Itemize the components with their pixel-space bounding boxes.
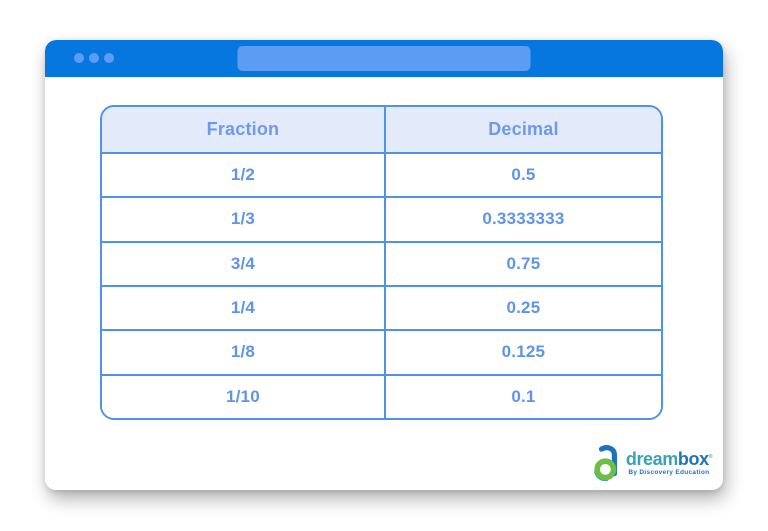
table-row: 1/10 0.1 — [102, 373, 661, 418]
decimal-cell: 0.3333333 — [383, 196, 661, 243]
column-header-fraction: Fraction — [102, 107, 386, 154]
fraction-cell: 1/4 — [102, 284, 386, 332]
dreambox-tagline: By Discovery Education — [628, 468, 710, 476]
fraction-cell: 1/8 — [102, 329, 386, 376]
table-row: 3/4 0.75 — [102, 240, 661, 287]
fraction-decimal-table: Fraction Decimal 1/2 0.5 1/3 0.3333333 — [100, 105, 663, 420]
window-content: Fraction Decimal 1/2 0.5 1/3 0.3333333 — [45, 77, 723, 490]
decimal-cell: 0.1 — [383, 373, 661, 418]
dreambox-logo-text: dreambox® By Discovery Education — [625, 448, 713, 476]
decimal-cell: 0.25 — [383, 284, 661, 332]
window-control-dot[interactable] — [89, 53, 99, 63]
wordmark-box: box — [677, 448, 709, 469]
browser-window: Fraction Decimal 1/2 0.5 1/3 0.3333333 — [45, 40, 723, 490]
table-row: 1/8 0.125 — [102, 329, 661, 376]
decimal-cell: 0.125 — [383, 329, 661, 376]
column-header-decimal: Decimal — [383, 107, 661, 154]
dreambox-d-icon — [594, 445, 617, 481]
wordmark-dream: dream — [625, 448, 678, 469]
fraction-cell: 3/4 — [102, 240, 386, 287]
window-controls — [74, 53, 114, 63]
table-row: 1/2 0.5 — [102, 151, 661, 199]
fraction-cell: 1/3 — [102, 196, 386, 243]
address-bar[interactable] — [237, 46, 531, 71]
trademark-symbol: ® — [708, 453, 713, 460]
table-row: 1/3 0.3333333 — [102, 196, 661, 243]
window-titlebar — [45, 40, 723, 77]
fraction-cell: 1/10 — [102, 373, 386, 418]
table-row: 1/4 0.25 — [102, 284, 661, 332]
table-header-row: Fraction Decimal — [102, 107, 661, 154]
decimal-cell: 0.5 — [383, 151, 661, 199]
decimal-cell: 0.75 — [383, 240, 661, 287]
fraction-cell: 1/2 — [102, 151, 386, 199]
window-control-dot[interactable] — [104, 53, 114, 63]
window-control-dot[interactable] — [74, 53, 84, 63]
dreambox-logo: dreambox® By Discovery Education — [592, 444, 712, 481]
dreambox-wordmark: dreambox® — [625, 448, 713, 469]
